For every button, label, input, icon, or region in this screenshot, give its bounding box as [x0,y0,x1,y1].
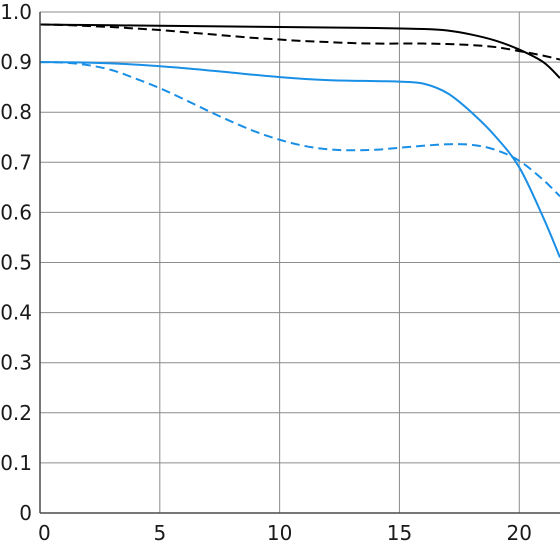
y-tick-label: 0.7 [0,150,32,174]
y-tick-label: 0.6 [0,200,32,224]
x-tick-label: 20 [507,521,532,542]
x-tick-labels: 0 5 10 15 20 [38,521,532,542]
x-tick-label: 15 [387,521,412,542]
series-line-black-solid [39,23,560,79]
x-tick-label: 0 [38,521,51,542]
y-tick-labels: 0 0.1 0.2 0.3 0.4 0.5 0.6 0.7 0.8 0.9 1.0 [0,0,32,525]
x-tick-label: 10 [267,521,292,542]
x-tick-label: 5 [153,521,166,542]
grid [39,11,560,514]
series-lines [39,23,560,258]
series-line-black-dashed [39,23,560,61]
series-line-blue-solid [39,61,560,258]
y-tick-label: 0.8 [0,100,32,124]
y-tick-label: 0.2 [0,401,32,425]
y-tick-label: 0.5 [0,251,32,275]
series-line-blue-dashed [39,61,560,198]
y-tick-label: 0.9 [0,50,32,74]
y-tick-label: 0.1 [0,451,32,475]
axes [39,12,560,514]
y-tick-label: 0.3 [0,351,32,375]
y-tick-label: 0 [19,501,32,525]
y-tick-label: 1.0 [0,0,32,24]
y-tick-label: 0.4 [0,301,32,325]
